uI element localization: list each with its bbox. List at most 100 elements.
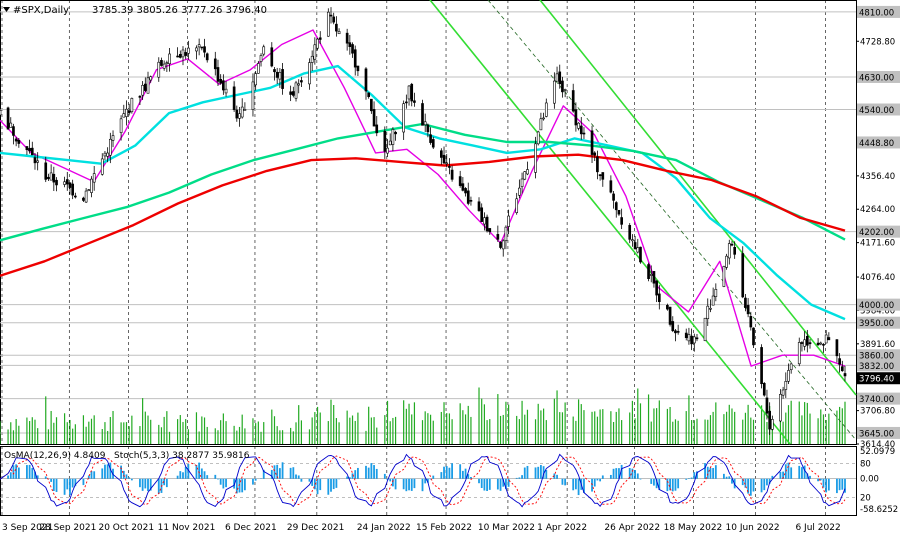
candle-body[interactable] — [10, 123, 12, 127]
candle-body[interactable] — [290, 92, 292, 95]
candle-body[interactable] — [691, 336, 693, 344]
candle-body[interactable] — [841, 367, 843, 371]
candle-body[interactable] — [295, 83, 297, 98]
candle-body[interactable] — [139, 96, 141, 97]
candle-body[interactable] — [594, 153, 596, 155]
candle-body[interactable] — [427, 125, 429, 132]
candle-body[interactable] — [144, 84, 146, 91]
candle-body[interactable] — [518, 188, 520, 195]
candle-body[interactable] — [674, 331, 676, 333]
candle-body[interactable] — [489, 228, 491, 231]
candle-body[interactable] — [66, 180, 68, 185]
candle-body[interactable] — [790, 364, 792, 370]
candle-body[interactable] — [47, 177, 49, 179]
candle-body[interactable] — [669, 307, 671, 324]
candle-body[interactable] — [421, 103, 423, 125]
candle-body[interactable] — [252, 82, 254, 110]
candle-body[interactable] — [731, 244, 733, 245]
candle-body[interactable] — [481, 208, 483, 222]
candle-body[interactable] — [282, 69, 284, 88]
candle-body[interactable] — [839, 359, 841, 365]
candle-body[interactable] — [69, 183, 71, 188]
candle-body[interactable] — [220, 79, 222, 83]
candle-body[interactable] — [761, 347, 763, 383]
candle-body[interactable] — [82, 198, 84, 200]
candle-body[interactable] — [804, 340, 806, 347]
candle-body[interactable] — [610, 181, 612, 192]
candle-body[interactable] — [545, 103, 547, 116]
candle-body[interactable] — [658, 294, 660, 302]
candle-body[interactable] — [120, 119, 122, 133]
candle-body[interactable] — [214, 59, 216, 69]
candle-body[interactable] — [564, 89, 566, 90]
candle-body[interactable] — [158, 62, 160, 77]
candle-body[interactable] — [648, 265, 650, 279]
candle-body[interactable] — [747, 305, 749, 314]
candle-body[interactable] — [723, 266, 725, 286]
candle-body[interactable] — [319, 38, 321, 40]
candle-body[interactable] — [349, 43, 351, 47]
candle-body[interactable] — [0, 110, 1, 115]
candle-body[interactable] — [653, 271, 655, 283]
candle-body[interactable] — [459, 177, 461, 186]
candle-body[interactable] — [346, 33, 348, 43]
candle-body[interactable] — [553, 81, 555, 103]
candle-body[interactable] — [125, 109, 127, 116]
candle-body[interactable] — [373, 109, 375, 126]
candle-body[interactable] — [430, 135, 432, 143]
candle-body[interactable] — [128, 111, 130, 113]
candle-body[interactable] — [201, 47, 203, 48]
candle-body[interactable] — [575, 110, 577, 125]
candle-body[interactable] — [424, 122, 426, 125]
candle-body[interactable] — [470, 200, 472, 201]
candle-body[interactable] — [478, 202, 480, 211]
candle-body[interactable] — [734, 247, 736, 254]
candle-body[interactable] — [752, 328, 754, 345]
candle-body[interactable] — [244, 109, 246, 110]
candle-body[interactable] — [524, 172, 526, 180]
candle-body[interactable] — [93, 174, 95, 183]
candle-body[interactable] — [182, 50, 184, 57]
candle-body[interactable] — [34, 158, 36, 163]
candle-body[interactable] — [613, 194, 615, 200]
candle-body[interactable] — [728, 244, 730, 258]
candle-body[interactable] — [45, 163, 47, 180]
candle-body[interactable] — [376, 125, 378, 133]
candle-body[interactable] — [206, 54, 208, 60]
candle-body[interactable] — [53, 174, 55, 182]
candle-body[interactable] — [599, 175, 601, 176]
candle-body[interactable] — [526, 170, 528, 174]
candle-body[interactable] — [615, 203, 617, 210]
candle-body[interactable] — [74, 196, 76, 197]
candle-body[interactable] — [12, 127, 14, 136]
candle-body[interactable] — [335, 24, 337, 31]
candle-body[interactable] — [432, 139, 434, 147]
candle-body[interactable] — [521, 179, 523, 187]
candle-body[interactable] — [271, 48, 273, 66]
candle-body[interactable] — [203, 47, 205, 53]
candle-body[interactable] — [198, 45, 200, 47]
candle-body[interactable] — [537, 132, 539, 144]
candle-body[interactable] — [300, 80, 302, 82]
candle-body[interactable] — [90, 179, 92, 192]
candle-body[interactable] — [766, 398, 768, 413]
candle-body[interactable] — [801, 342, 803, 343]
candle-body[interactable] — [578, 123, 580, 128]
candle-body[interactable] — [64, 182, 66, 185]
candle-body[interactable] — [276, 72, 278, 77]
candle-body[interactable] — [451, 170, 453, 179]
candle-body[interactable] — [413, 101, 415, 103]
candle-body[interactable] — [516, 199, 518, 213]
candle-body[interactable] — [779, 394, 781, 421]
candle-body[interactable] — [561, 81, 563, 92]
candle-body[interactable] — [107, 153, 109, 156]
candle-body[interactable] — [236, 110, 238, 118]
candle-body[interactable] — [85, 191, 87, 202]
candle-body[interactable] — [187, 48, 189, 53]
candle-body[interactable] — [634, 242, 636, 248]
candle-body[interactable] — [112, 136, 114, 141]
candle-body[interactable] — [785, 381, 787, 389]
candle-body[interactable] — [639, 247, 641, 262]
candle-body[interactable] — [273, 69, 275, 71]
